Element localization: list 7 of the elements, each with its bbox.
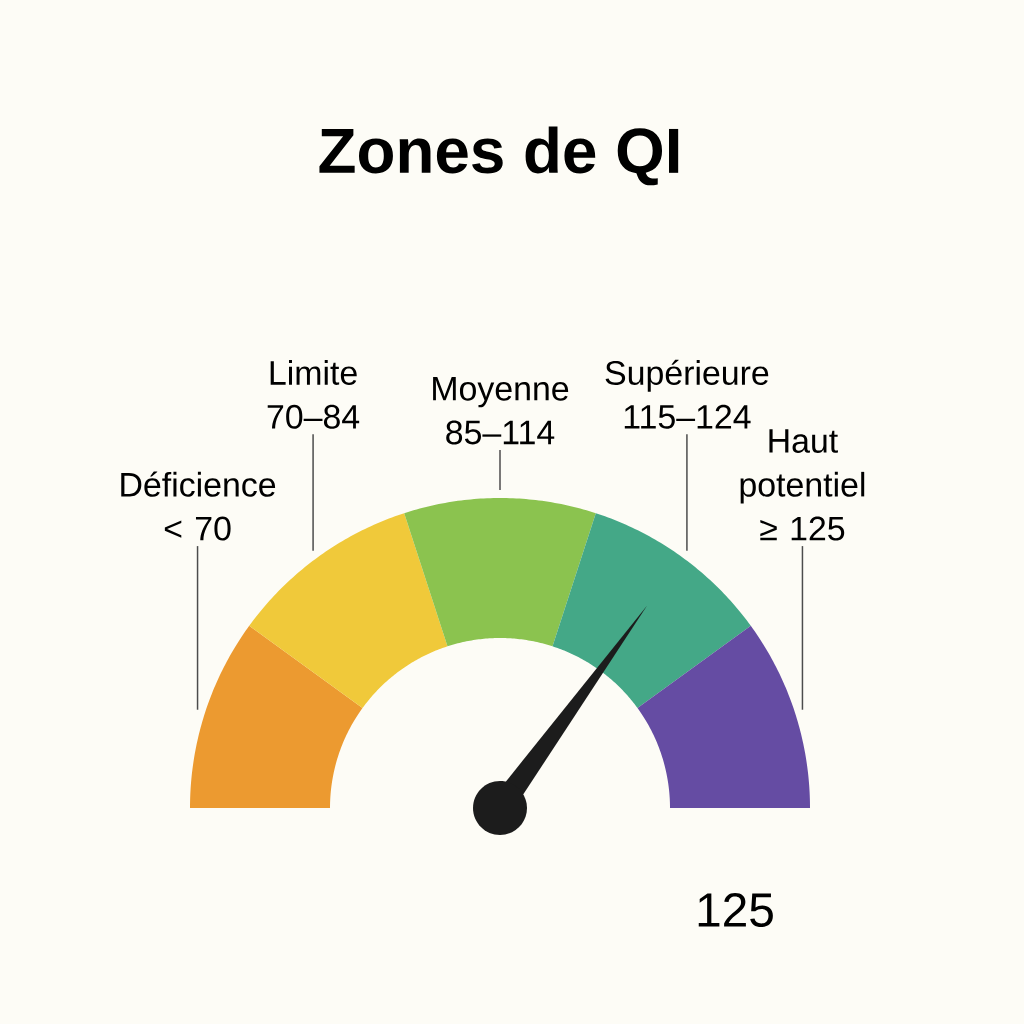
slice-label: Déficience < 70 bbox=[121, 471, 276, 541]
slice-label: Haut potentiel ≥ 125 bbox=[740, 429, 865, 541]
slice-label: Moyenne 85–114 bbox=[433, 377, 569, 445]
slice-label: Limite 70–84 bbox=[267, 360, 360, 429]
chart-title: Zones de QI bbox=[319, 126, 679, 186]
text: 125 bbox=[698, 893, 773, 927]
slice-label: Supérieure 115–124 bbox=[605, 359, 769, 429]
